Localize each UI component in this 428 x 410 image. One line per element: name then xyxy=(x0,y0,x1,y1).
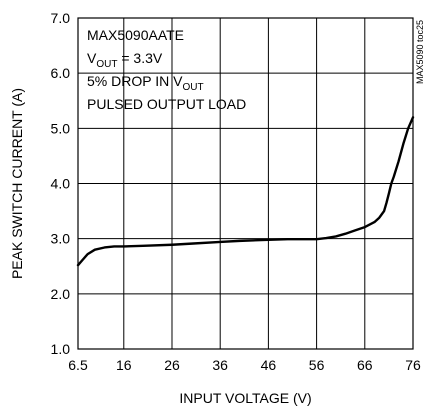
x-tick-label: 16 xyxy=(116,357,132,373)
x-tick-label: 46 xyxy=(261,357,277,373)
x-tick-label: 6.5 xyxy=(68,357,88,373)
x-tick-label: 76 xyxy=(405,357,421,373)
series-line xyxy=(76,116,415,267)
x-axis-label: INPUT VOLTAGE (V) xyxy=(179,390,311,406)
y-tick-label: 1.0 xyxy=(51,341,71,357)
annotation-vout: VOUT = 3.3V xyxy=(87,50,163,70)
y-axis-label: PEAK SWITCH CURRENT (A) xyxy=(9,88,25,279)
plot-frame xyxy=(77,17,414,350)
y-tick-labels: 1.0 2.0 3.0 4.0 5.0 6.0 7.0 xyxy=(51,10,71,357)
document-code: MAX5090 toc25 xyxy=(415,20,425,84)
y-tick-label: 6.0 xyxy=(51,65,71,81)
x-tick-label: 36 xyxy=(212,357,228,373)
grid xyxy=(77,17,414,350)
x-tick-label: 66 xyxy=(357,357,373,373)
y-tick-label: 4.0 xyxy=(51,176,71,192)
y-tick-label: 5.0 xyxy=(51,120,71,136)
y-tick-label: 7.0 xyxy=(51,10,71,26)
annotation-block: MAX5090AATE VOUT = 3.3V 5% DROP IN VOUT … xyxy=(87,27,246,112)
annotation-drop: 5% DROP IN VOUT xyxy=(87,73,204,93)
y-tick-label: 3.0 xyxy=(51,231,71,247)
annotation-part-number: MAX5090AATE xyxy=(87,27,184,43)
x-tick-labels: 6.5 16 26 36 46 56 66 76 xyxy=(68,357,421,373)
y-tick-label: 2.0 xyxy=(51,286,71,302)
x-tick-label: 56 xyxy=(309,357,325,373)
annotation-load: PULSED OUTPUT LOAD xyxy=(87,96,246,112)
x-tick-label: 26 xyxy=(164,357,180,373)
